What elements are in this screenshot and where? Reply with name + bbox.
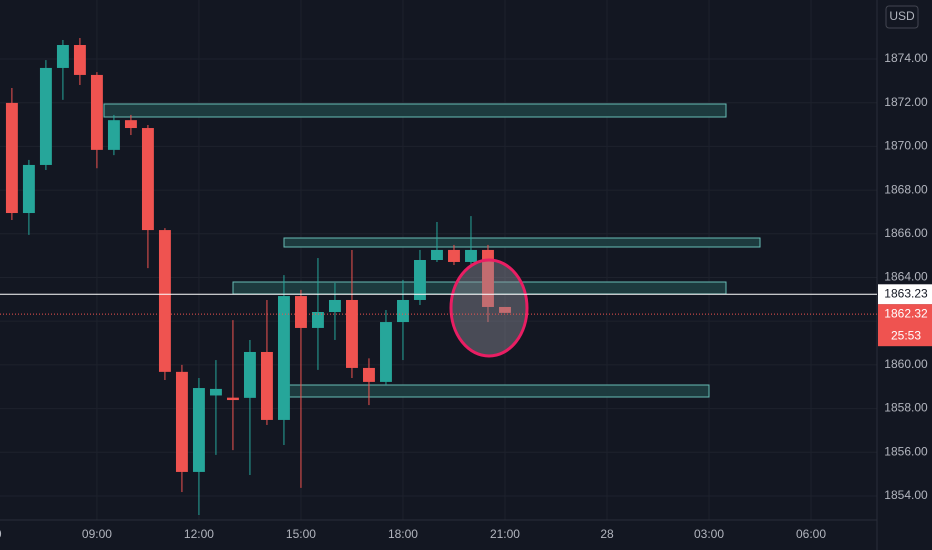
candle-body — [226, 397, 239, 401]
axes: 1854.001856.001858.001860.001862.001864.… — [0, 51, 932, 541]
x-tick-label: 09:00 — [82, 527, 112, 541]
candle-body — [465, 249, 477, 262]
y-tick-label: 1860.00 — [884, 357, 928, 371]
zone[interactable] — [283, 237, 761, 248]
y-tick-label: 1854.00 — [884, 488, 928, 502]
candle-body — [243, 351, 256, 398]
x-tick-label: 18:00 — [388, 527, 418, 541]
candle-body — [209, 388, 222, 396]
y-tick-label: 1856.00 — [884, 444, 928, 458]
y-tick-label: 1872.00 — [884, 95, 928, 109]
candle-body — [380, 322, 392, 382]
countdown: 25:53 — [891, 328, 921, 342]
candle-body — [311, 312, 324, 328]
candle-body — [346, 299, 358, 368]
x-tick-label: 00 — [0, 527, 2, 541]
currency-box[interactable] — [885, 5, 919, 29]
candle-body — [22, 164, 35, 214]
x-tick-label: 21:00 — [490, 527, 520, 541]
candle-body — [414, 260, 426, 300]
candle-body — [499, 306, 511, 313]
zones — [103, 103, 761, 398]
y-tick-label: 1864.00 — [884, 270, 928, 284]
candle-body — [39, 67, 52, 165]
candles — [5, 38, 511, 515]
candle-body — [175, 371, 188, 472]
candle-body — [431, 249, 443, 260]
candle-body — [124, 120, 137, 129]
x-tick-label: 06:00 — [796, 527, 826, 541]
x-tick-label: 28 — [600, 527, 614, 541]
price-line-box — [878, 284, 932, 305]
highlight-ellipse[interactable] — [449, 258, 529, 358]
zone[interactable] — [103, 103, 727, 118]
x-tick-label: 03:00 — [694, 527, 724, 541]
candle-body — [363, 367, 375, 382]
candle-body — [482, 249, 494, 307]
y-tick-label: 1858.00 — [884, 401, 928, 415]
candle-body — [90, 74, 103, 150]
candle-body — [141, 128, 154, 231]
y-tick-label: 1870.00 — [884, 139, 928, 153]
y-tick-label: 1866.00 — [884, 226, 928, 240]
y-tick-label: 1868.00 — [884, 182, 928, 196]
last-price-box — [878, 304, 932, 347]
currency: USD — [889, 9, 915, 23]
candle-body — [448, 249, 460, 262]
candle-body — [107, 120, 120, 150]
candle-body — [294, 296, 307, 328]
candle-body — [397, 299, 409, 323]
candle-body — [329, 299, 341, 312]
zone[interactable] — [283, 384, 710, 398]
x-tick-label: 15:00 — [286, 527, 316, 541]
candle-body — [260, 351, 273, 420]
last-price-label: 1862.32 — [884, 306, 928, 320]
x-tick-label: 12:00 — [184, 527, 214, 541]
y-tick-label: 1874.00 — [884, 51, 928, 65]
candle-body — [158, 230, 171, 372]
price-line-label: 1863.23 — [884, 286, 928, 300]
candle-body — [5, 102, 18, 214]
candle-body — [56, 45, 69, 68]
candle-body — [192, 388, 205, 472]
candle-body — [277, 296, 290, 420]
candle-body — [73, 45, 86, 75]
